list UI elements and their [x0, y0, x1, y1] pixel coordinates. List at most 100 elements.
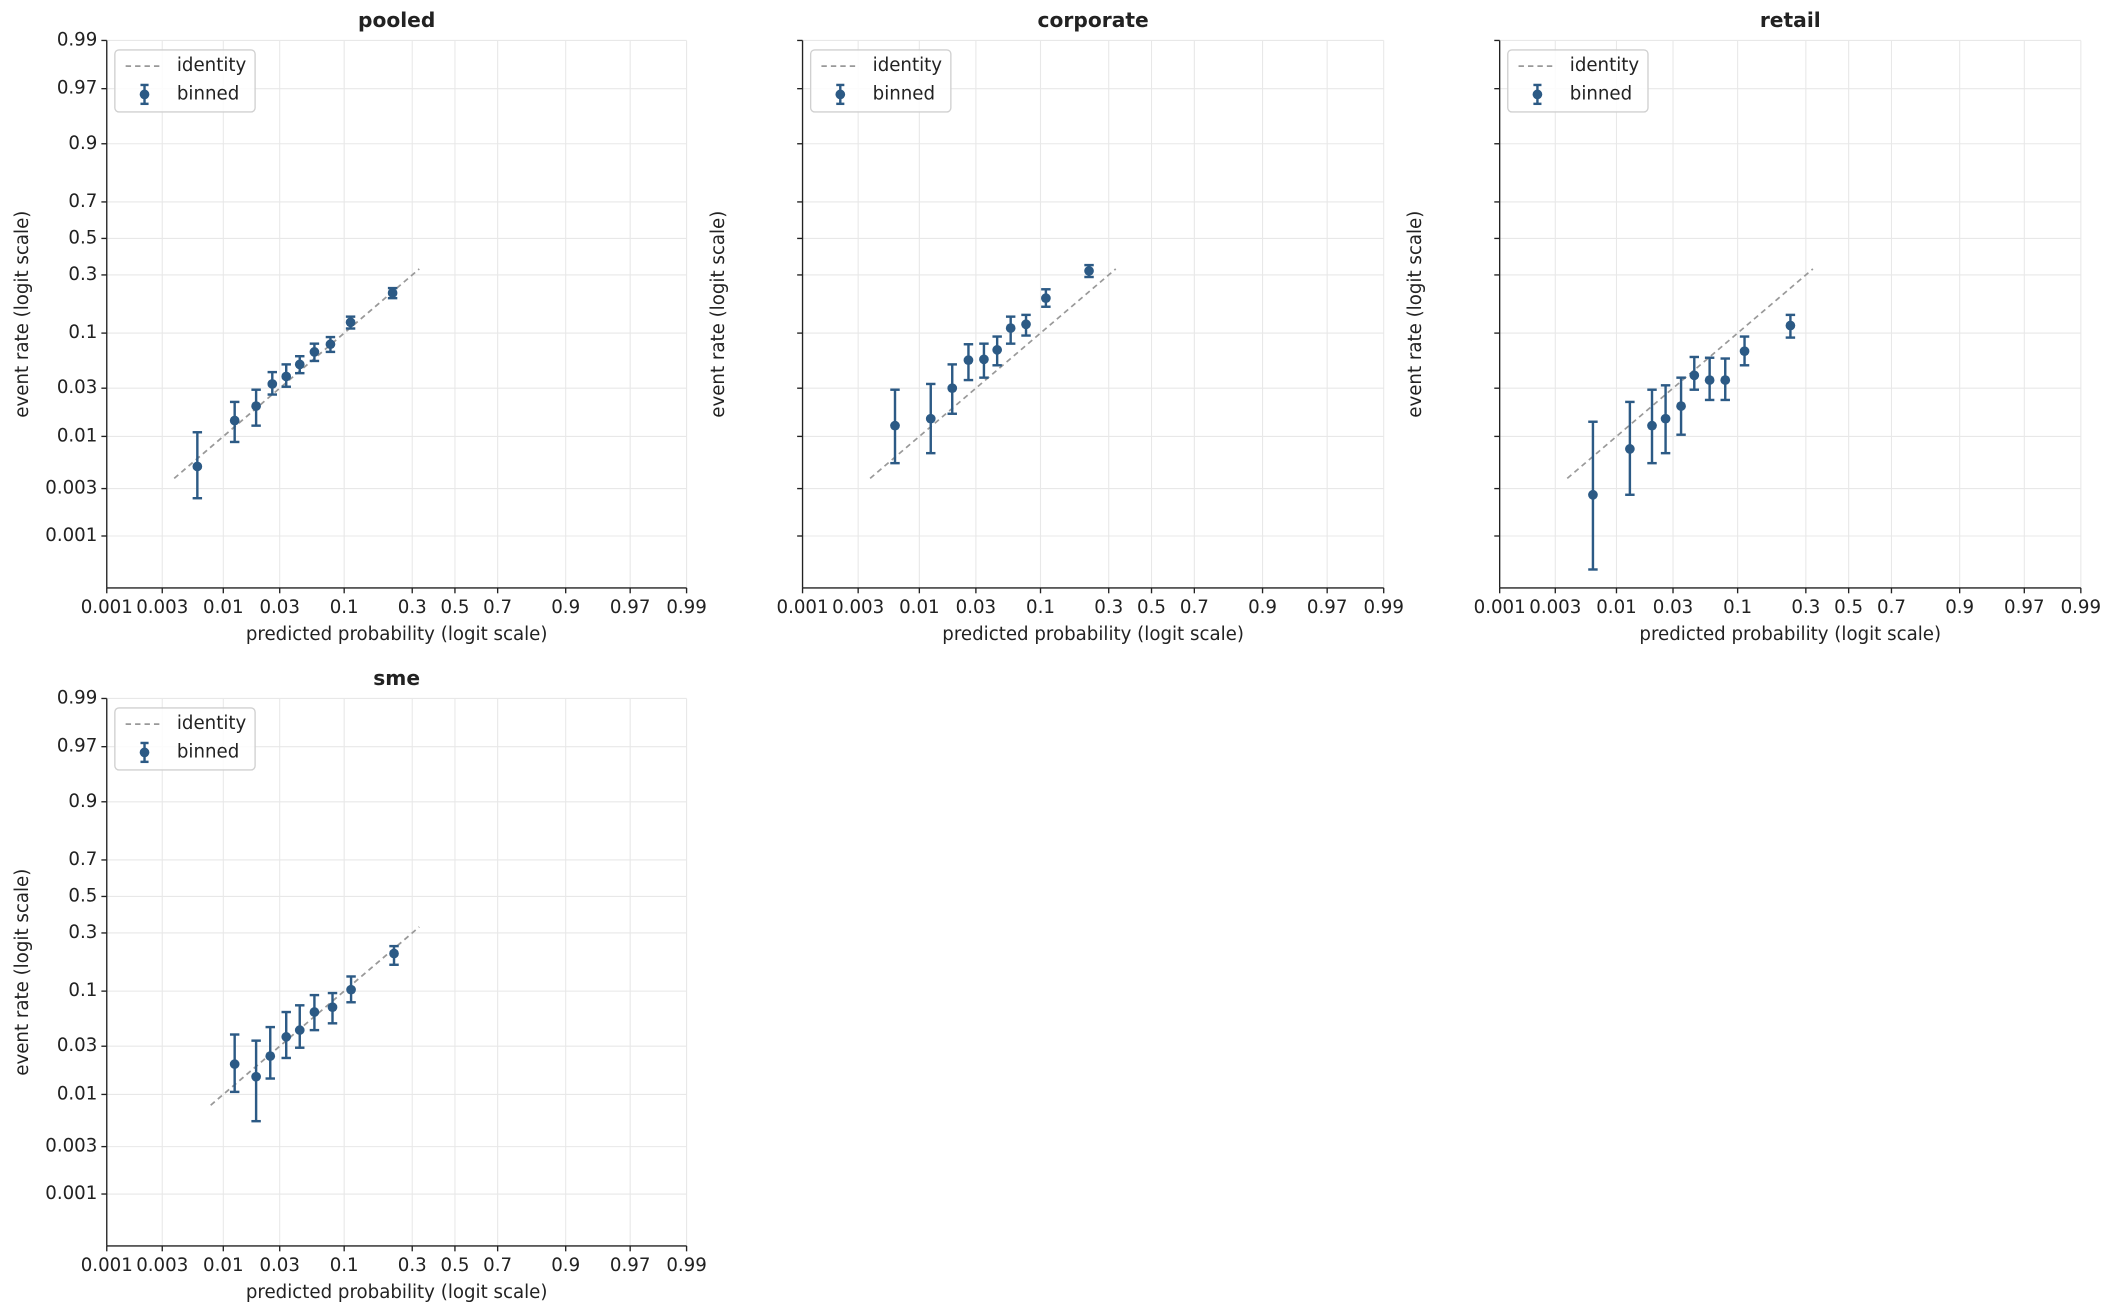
legend-label: binned [177, 741, 239, 762]
x-tick-label: 0.003 [1529, 597, 1581, 618]
y-axis-label: event rate (logit scale) [1405, 211, 1426, 418]
y-axis-label: event rate (logit scale) [12, 869, 33, 1076]
x-tick-label: 0.9 [1248, 597, 1277, 618]
point [346, 984, 356, 995]
y-tick-label: 0.5 [68, 885, 97, 906]
point [1588, 489, 1598, 500]
y-axis-label: event rate (logit scale) [12, 211, 33, 418]
y-tick-label: 0.003 [45, 1136, 97, 1157]
point [963, 355, 974, 365]
y-axis-label: event rate (logit scale) [708, 211, 729, 418]
x-tick-label: 0.01 [203, 597, 244, 618]
panel-title: retail [1760, 8, 1821, 32]
identity-line [869, 268, 1117, 480]
y-tick-label: 0.99 [57, 687, 97, 708]
x-tick-label: 0.7 [483, 1255, 512, 1276]
point [947, 383, 958, 394]
x-tick-label: 0.97 [2004, 597, 2045, 618]
point [309, 1007, 320, 1017]
y-tick-label: 0.97 [57, 78, 97, 99]
y-tick-label: 0.7 [68, 191, 97, 212]
legend-swatch [835, 89, 846, 100]
panel: 0.001 0.003 0.01 0.03 0.1 0.3 0.5 0.7 0.9 0.97 0.9… [1405, 8, 2101, 645]
y-tick-label: 0.7 [68, 849, 97, 870]
x-tick-label: 0.03 [259, 597, 300, 618]
point [389, 948, 399, 959]
y-tick-label: 0.97 [57, 736, 97, 757]
point [1021, 319, 1031, 330]
point [251, 401, 261, 411]
x-tick-label: 0.97 [610, 1255, 650, 1276]
x-tick-label: 0.3 [398, 1255, 427, 1276]
point [992, 345, 1003, 355]
legend-swatch [139, 89, 150, 100]
y-tick-label: 0.01 [57, 1083, 97, 1104]
x-axis-label: predicted probability (logit scale) [1639, 624, 1941, 645]
x-tick-label: 0.3 [398, 597, 427, 618]
panel-title: sme [373, 666, 420, 690]
point [345, 317, 356, 328]
point [890, 420, 900, 431]
legend-label: identity [177, 713, 247, 734]
x-tick-label: 0.01 [1596, 597, 1637, 618]
x-axis-label: predicted probability (logit scale) [942, 624, 1244, 645]
point [251, 1071, 261, 1082]
point [1785, 320, 1796, 331]
point [192, 461, 203, 472]
point [294, 359, 305, 370]
point [1647, 420, 1657, 431]
point [1676, 401, 1686, 411]
x-tick-label: 0.003 [136, 597, 188, 618]
panel-title: corporate [1038, 8, 1149, 32]
point [979, 354, 989, 365]
x-tick-label: 0.003 [136, 1255, 188, 1276]
x-tick-label: 0.99 [666, 597, 707, 618]
legend-label: binned [177, 83, 239, 104]
y-tick-label: 0.9 [68, 133, 97, 154]
legend-label: binned [873, 83, 935, 104]
x-tick-label: 0.9 [1945, 597, 1974, 618]
x-tick-label: 0.3 [1791, 597, 1820, 618]
point [1704, 375, 1715, 385]
y-tick-label: 0.1 [68, 322, 97, 343]
x-tick-label: 0.1 [330, 597, 359, 618]
x-tick-label: 0.97 [610, 597, 650, 618]
point [925, 413, 936, 424]
x-tick-label: 0.5 [440, 1255, 469, 1276]
point [229, 415, 240, 426]
legend-label: binned [1570, 83, 1632, 104]
x-tick-label: 0.001 [81, 597, 133, 618]
y-tick-label: 0.99 [57, 29, 97, 50]
legend-label: identity [1570, 55, 1640, 76]
y-tick-label: 0.03 [57, 1035, 97, 1056]
x-tick-label: 0.99 [2061, 597, 2102, 618]
x-tick-label: 0.1 [1723, 597, 1752, 618]
legend-swatch [1532, 89, 1543, 100]
x-tick-label: 0.7 [1877, 597, 1906, 618]
x-axis-label: predicted probability (logit scale) [246, 1282, 548, 1303]
panel-title: pooled [358, 8, 435, 32]
panel: 0.001 0.003 0.01 0.03 0.1 0.3 0.5 0.7 0.9 0.97 0.9… [708, 8, 1404, 645]
point [387, 288, 398, 298]
x-tick-label: 0.1 [1026, 597, 1055, 618]
y-tick-label: 0.3 [68, 922, 97, 943]
point [1625, 444, 1635, 454]
y-tick-label: 0.5 [68, 227, 97, 248]
point [267, 379, 278, 389]
x-tick-label: 0.97 [1307, 597, 1348, 618]
point [327, 1002, 338, 1013]
point [1005, 323, 1016, 333]
x-tick-label: 0.001 [777, 597, 829, 618]
point [1084, 266, 1094, 276]
legend-label: identity [873, 55, 943, 76]
x-axis-label: predicted probability (logit scale) [246, 624, 548, 645]
x-tick-label: 0.001 [1474, 597, 1526, 618]
x-tick-label: 0.3 [1094, 597, 1123, 618]
point [281, 371, 292, 382]
x-tick-label: 0.03 [1653, 597, 1693, 618]
x-tick-label: 0.99 [666, 1255, 707, 1276]
point [1041, 293, 1051, 304]
y-tick-label: 0.01 [57, 425, 97, 446]
y-tick-label: 0.003 [45, 478, 97, 499]
